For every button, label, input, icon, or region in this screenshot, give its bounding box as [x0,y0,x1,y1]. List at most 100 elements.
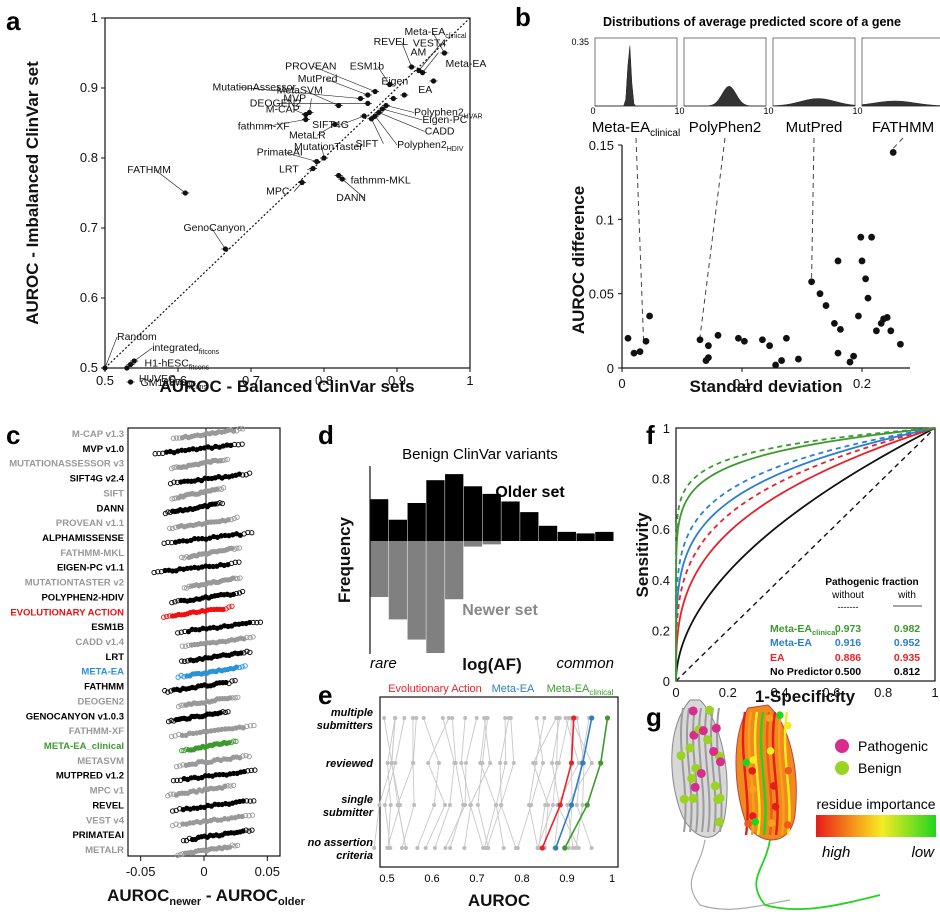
a-point-leader [325,78,368,96]
e-gray-line [495,717,506,849]
e-gray-point [386,846,391,850]
a-point-mutationassessor: MutationAssessor [213,82,365,102]
a-point-leader [240,87,361,99]
panel-d: d Benign ClinVar variants Older set Newe… [318,420,614,674]
f-table-without-value: 0.916 [835,637,861,649]
c-row-label: MUTPRED v1.2 [56,771,124,782]
e-gray-point [421,716,426,720]
c-row-point [220,709,226,715]
e-gray-point [399,846,404,850]
a-point-leader [284,152,317,162]
b-inset-ymax: 0.35 [571,37,589,47]
a-ytick-label: 0.8 [80,150,98,165]
c-row-vest-v4: VEST v4 [86,812,256,829]
c-row-point [232,843,238,849]
c-row-point [168,791,174,797]
c-row-point [239,664,245,670]
c-row-point [244,798,250,804]
panel-b-points [624,149,904,369]
gradient-title: residue importance [816,796,935,812]
protein1-benign-residue [710,781,720,791]
b-point [831,320,838,327]
f-curve-meta-ea-clinical-pathogenic [675,427,936,682]
a-point-provean: PROVEAN [285,61,380,95]
protein1-benign-residue [704,705,714,715]
b-point [887,327,895,335]
e-series-point [598,760,604,766]
b-inset-leader [635,137,645,342]
pathogenic-legend-label: Pathogenic [858,738,928,754]
f-xtick-label: 0.2 [719,685,737,700]
e-gray-point [450,716,455,720]
f-table-with-value: 0.982 [894,623,920,635]
c-row-point [235,694,241,700]
a-point-label: FATHMM [127,164,171,176]
c-row-point [225,783,231,789]
c-row-primateai: PRIMATEAI [72,827,255,844]
e-gray-point [550,761,555,765]
b-point [642,337,650,345]
c-row-deogen2: DEOGEN2 [78,694,241,710]
c-row-point [152,451,158,457]
c-row-point [236,559,242,565]
protein2-residue [749,756,758,764]
c-row-point [173,764,180,770]
a-point-sift4g: SIFT4G [312,113,369,131]
e-gray-point [426,761,431,765]
c-row-point [170,778,177,784]
b-inset-name: MutPred [786,119,843,136]
panel-label-c: c [6,420,20,450]
c-row-point [239,441,245,447]
e-gray-point [576,846,581,850]
c-row-label: META-EA [81,667,124,678]
c-row-point [254,619,260,626]
a-point-label: HUVECfitcons [139,373,196,387]
c-row-point [240,753,246,759]
c-row-point [214,501,221,507]
protein2-residue [769,782,778,790]
pathogenic-legend-dot [835,739,849,753]
c-row-label: FATHMM-XF [69,726,124,737]
d-bar-newer [463,541,483,547]
f-table-name-meta-ea: Meta-EA [770,637,812,649]
e-gray-line [445,717,478,849]
e-category-label: no assertion [308,837,374,849]
d-bar-newer [388,541,408,620]
d-bar-older [407,503,426,541]
protein1-pathogenic-residue [715,757,725,767]
b-inset-density [772,98,856,107]
c-row-label: META-EA_clinical [44,741,124,752]
e-gray-point [415,846,420,850]
e-gray-point [540,761,545,765]
protein1-benign-residue [714,817,724,827]
c-row-point [234,545,240,551]
e-gray-point [589,846,594,850]
c-row-label: EVOLUTIONARY ACTION [10,607,124,618]
b-inset-meta-eaclinical: 0 1 Meta-EAclinical [590,37,680,139]
benign-legend-label: Benign [858,760,902,776]
panel-d-newer-label: Newer set [462,602,538,619]
protein2-residue [783,821,792,829]
b-ytick-label: 0.1 [596,212,614,227]
e-gray-point [395,803,400,807]
e-gray-point [382,716,387,720]
e-gray-point [412,803,417,807]
c-row-point [225,709,231,715]
a-point-label: EA [418,84,432,96]
e-series-point [584,802,590,808]
b-inset-xtick-0: 0 [857,106,862,116]
c-row-sift: SIFT [103,485,227,502]
b-inset-density [684,85,766,107]
a-point-leader [377,66,390,85]
f-curve-meta-ea [675,427,936,682]
e-gray-point [447,803,452,807]
e-gray-point [566,846,571,850]
a-point-dann: DANN [336,176,366,204]
c-row-mpc-v1: MPC v1 [90,782,237,799]
c-row-point [165,718,172,725]
panel-b-axes [621,145,910,369]
c-row-label: VEST v4 [86,815,125,826]
e-gray-line [479,717,497,849]
e-gray-line [373,717,393,849]
e-gray-point [475,803,480,807]
